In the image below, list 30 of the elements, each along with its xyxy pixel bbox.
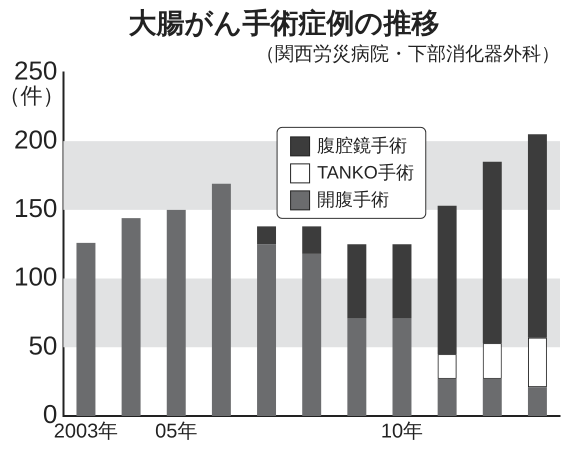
x-tick-label: 05年 bbox=[155, 420, 198, 443]
legend-label: TANKO手術 bbox=[317, 162, 414, 182]
bar bbox=[257, 244, 276, 416]
bar bbox=[392, 244, 412, 318]
y-tick-label: 100 bbox=[14, 262, 58, 292]
bar bbox=[166, 210, 186, 416]
bar bbox=[122, 218, 141, 416]
bar bbox=[392, 318, 412, 416]
bar bbox=[302, 226, 322, 254]
chart-title: 大腸がん手術症例の推移 bbox=[128, 8, 440, 39]
bar bbox=[76, 242, 96, 416]
x-tick-label: 10年 bbox=[380, 420, 424, 443]
y-tick-label: 150 bbox=[14, 193, 58, 224]
bar bbox=[438, 206, 457, 354]
bar bbox=[528, 387, 547, 416]
bar bbox=[482, 378, 502, 416]
bar bbox=[528, 134, 547, 338]
bar bbox=[438, 378, 457, 416]
bar bbox=[257, 226, 276, 244]
legend-label: 腹腔鏡手術 bbox=[317, 135, 408, 156]
x-tick-label: 2003年 bbox=[54, 420, 118, 443]
bar bbox=[482, 162, 502, 344]
bar bbox=[347, 244, 366, 318]
bar bbox=[347, 318, 366, 416]
legend-label: 開腹手術 bbox=[317, 189, 390, 210]
y-tick-label: 200 bbox=[14, 124, 58, 154]
bar bbox=[302, 254, 322, 416]
bar bbox=[212, 184, 231, 416]
chart-subtitle: （関西労災病院・下部消化器外科） bbox=[256, 43, 560, 66]
y-tick-label: 50 bbox=[28, 330, 58, 360]
